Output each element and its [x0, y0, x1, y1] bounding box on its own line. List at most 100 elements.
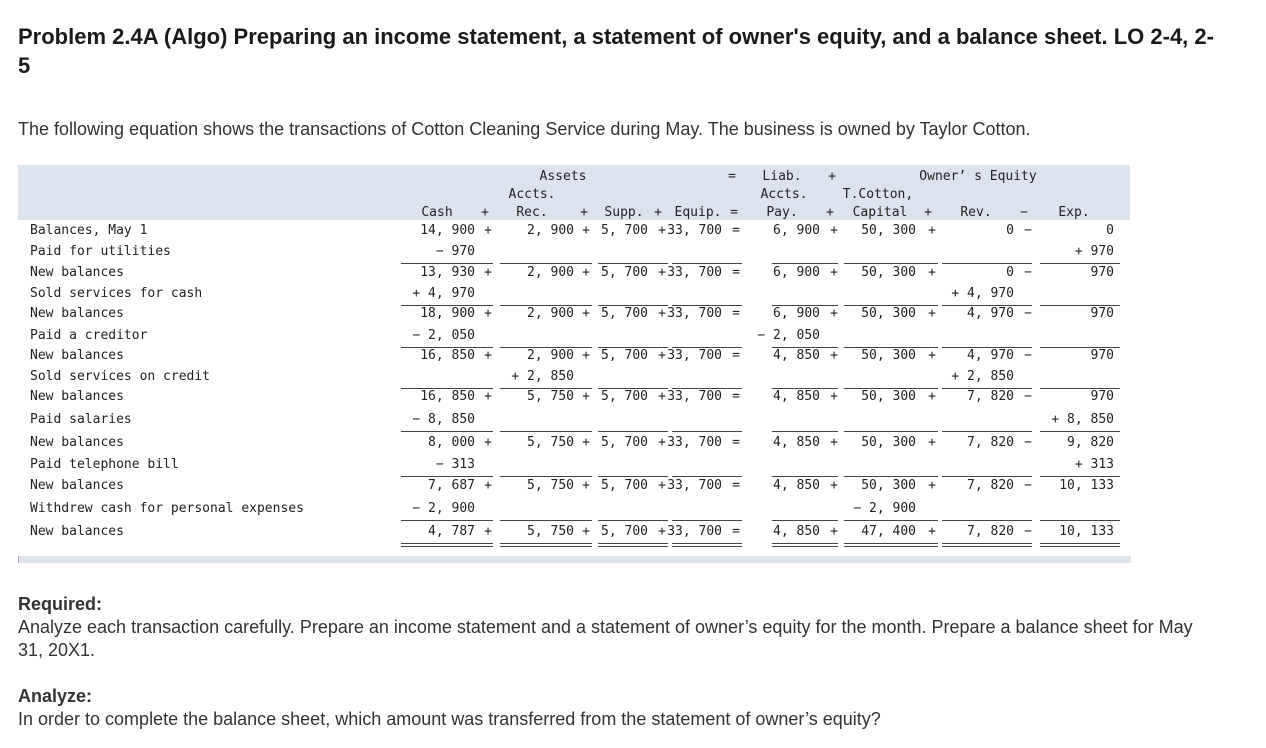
- double-underline: [672, 543, 742, 544]
- double-underline: [844, 543, 938, 544]
- cell-supp: 5, 700: [601, 348, 648, 363]
- row-label: New balances: [30, 306, 124, 321]
- double-underline: [500, 543, 592, 544]
- header-rev: Rev.: [960, 205, 992, 220]
- cell-cash: 13, 930: [420, 265, 475, 280]
- cell-exp: 970: [1090, 348, 1114, 363]
- row-label: Sold services on credit: [30, 369, 211, 384]
- sum-underline: [942, 347, 1032, 348]
- header-plus: +: [828, 169, 836, 184]
- sum-underline: [500, 347, 592, 348]
- cell-rev: 4, 970: [967, 306, 1014, 321]
- double-underline: [598, 546, 668, 547]
- analyze-label: Analyze:: [18, 686, 93, 706]
- row-label: Paid salaries: [30, 412, 132, 427]
- cell-cash: 18, 900: [420, 306, 475, 321]
- cell-cash: − 970: [435, 244, 475, 259]
- cell-exp: 970: [1090, 265, 1114, 280]
- cell-rop: +: [582, 265, 590, 280]
- cell-rop: +: [582, 348, 590, 363]
- cell-cap: − 2, 900: [853, 501, 916, 516]
- sum-underline: [844, 347, 938, 348]
- sum-underline: [500, 431, 592, 432]
- cell-revop: −: [1024, 223, 1032, 238]
- cell-rop: +: [582, 306, 590, 321]
- cell-eop: =: [732, 265, 740, 280]
- double-underline: [1040, 546, 1120, 547]
- cell-equip: 33, 700: [667, 223, 722, 238]
- cell-sop: +: [658, 223, 666, 238]
- required-label: Required:: [18, 594, 103, 614]
- double-underline: [772, 546, 838, 547]
- sum-underline: [401, 476, 493, 477]
- sum-underline: [844, 263, 938, 264]
- header-assets: Assets: [539, 169, 587, 184]
- row-label: New balances: [30, 265, 124, 280]
- cell-rop: +: [582, 223, 590, 238]
- sum-underline: [942, 305, 1032, 306]
- cell-equip: 33, 700: [667, 348, 722, 363]
- cell-supp: 5, 700: [601, 306, 648, 321]
- cell-rec: + 2, 850: [511, 369, 574, 384]
- cell-exp: 0: [1106, 223, 1114, 238]
- header-supp: Supp.: [604, 205, 644, 220]
- sum-underline: [598, 347, 668, 348]
- analyze-text: In order to complete the balance sheet, …: [18, 709, 881, 729]
- cell-rev: 7, 820: [967, 524, 1014, 539]
- accounting-equation-table: Assets = Liab. + Owner’ s Equity Accts. …: [18, 165, 1131, 563]
- sum-underline: [401, 263, 493, 264]
- cell-rop: +: [582, 435, 590, 450]
- cell-pay: 6, 900: [773, 306, 820, 321]
- sum-underline: [672, 263, 742, 264]
- required-section: Required: Analyze each transaction caref…: [18, 593, 1218, 662]
- cell-cap: 50, 300: [861, 435, 916, 450]
- problem-intro: The following equation shows the transac…: [18, 119, 1031, 139]
- cell-eop: =: [732, 478, 740, 493]
- row-label: New balances: [30, 435, 124, 450]
- sum-underline: [672, 305, 742, 306]
- sum-underline: [772, 388, 838, 389]
- cell-equip: 33, 700: [667, 478, 722, 493]
- sum-underline: [772, 347, 838, 348]
- cell-cash: − 313: [435, 457, 475, 472]
- problem-title: Problem 2.4A (Algo) Preparing an income …: [18, 24, 1214, 78]
- cell-rec: 5, 750: [527, 524, 574, 539]
- sum-underline: [401, 388, 493, 389]
- cell-cop1: +: [484, 223, 492, 238]
- header-plus-4: +: [826, 205, 834, 220]
- header-rec: Rec.: [516, 205, 548, 220]
- row-label: Sold services for cash: [30, 286, 203, 301]
- cell-exp: 9, 820: [1067, 435, 1114, 450]
- sum-underline: [772, 520, 838, 521]
- sum-underline: [942, 388, 1032, 389]
- cell-pay: 4, 850: [773, 348, 820, 363]
- cell-rop: +: [582, 524, 590, 539]
- cell-rec: 5, 750: [527, 389, 574, 404]
- sum-underline: [1040, 305, 1120, 306]
- cell-rev: 7, 820: [967, 478, 1014, 493]
- cell-rev: 4, 970: [967, 348, 1014, 363]
- double-underline: [942, 543, 1032, 544]
- cell-rop: +: [582, 478, 590, 493]
- sum-underline: [500, 263, 592, 264]
- cell-exp: 10, 133: [1059, 524, 1114, 539]
- cell-cap: 47, 400: [861, 524, 916, 539]
- cell-sop: +: [658, 478, 666, 493]
- cell-sop: +: [658, 524, 666, 539]
- cell-pop: +: [830, 265, 838, 280]
- double-underline: [942, 546, 1032, 547]
- cell-cash: 16, 850: [420, 389, 475, 404]
- sum-underline: [401, 431, 493, 432]
- cell-cop1: +: [484, 478, 492, 493]
- cell-supp: 5, 700: [601, 265, 648, 280]
- cell-sop: +: [658, 306, 666, 321]
- cell-pop: +: [830, 435, 838, 450]
- double-underline: [672, 546, 742, 547]
- cell-cop1: +: [484, 524, 492, 539]
- cell-sop: +: [658, 348, 666, 363]
- cell-eop: =: [732, 524, 740, 539]
- sum-underline: [772, 476, 838, 477]
- cell-cap: 50, 300: [861, 478, 916, 493]
- sum-underline: [844, 388, 938, 389]
- cell-equip: 33, 700: [667, 389, 722, 404]
